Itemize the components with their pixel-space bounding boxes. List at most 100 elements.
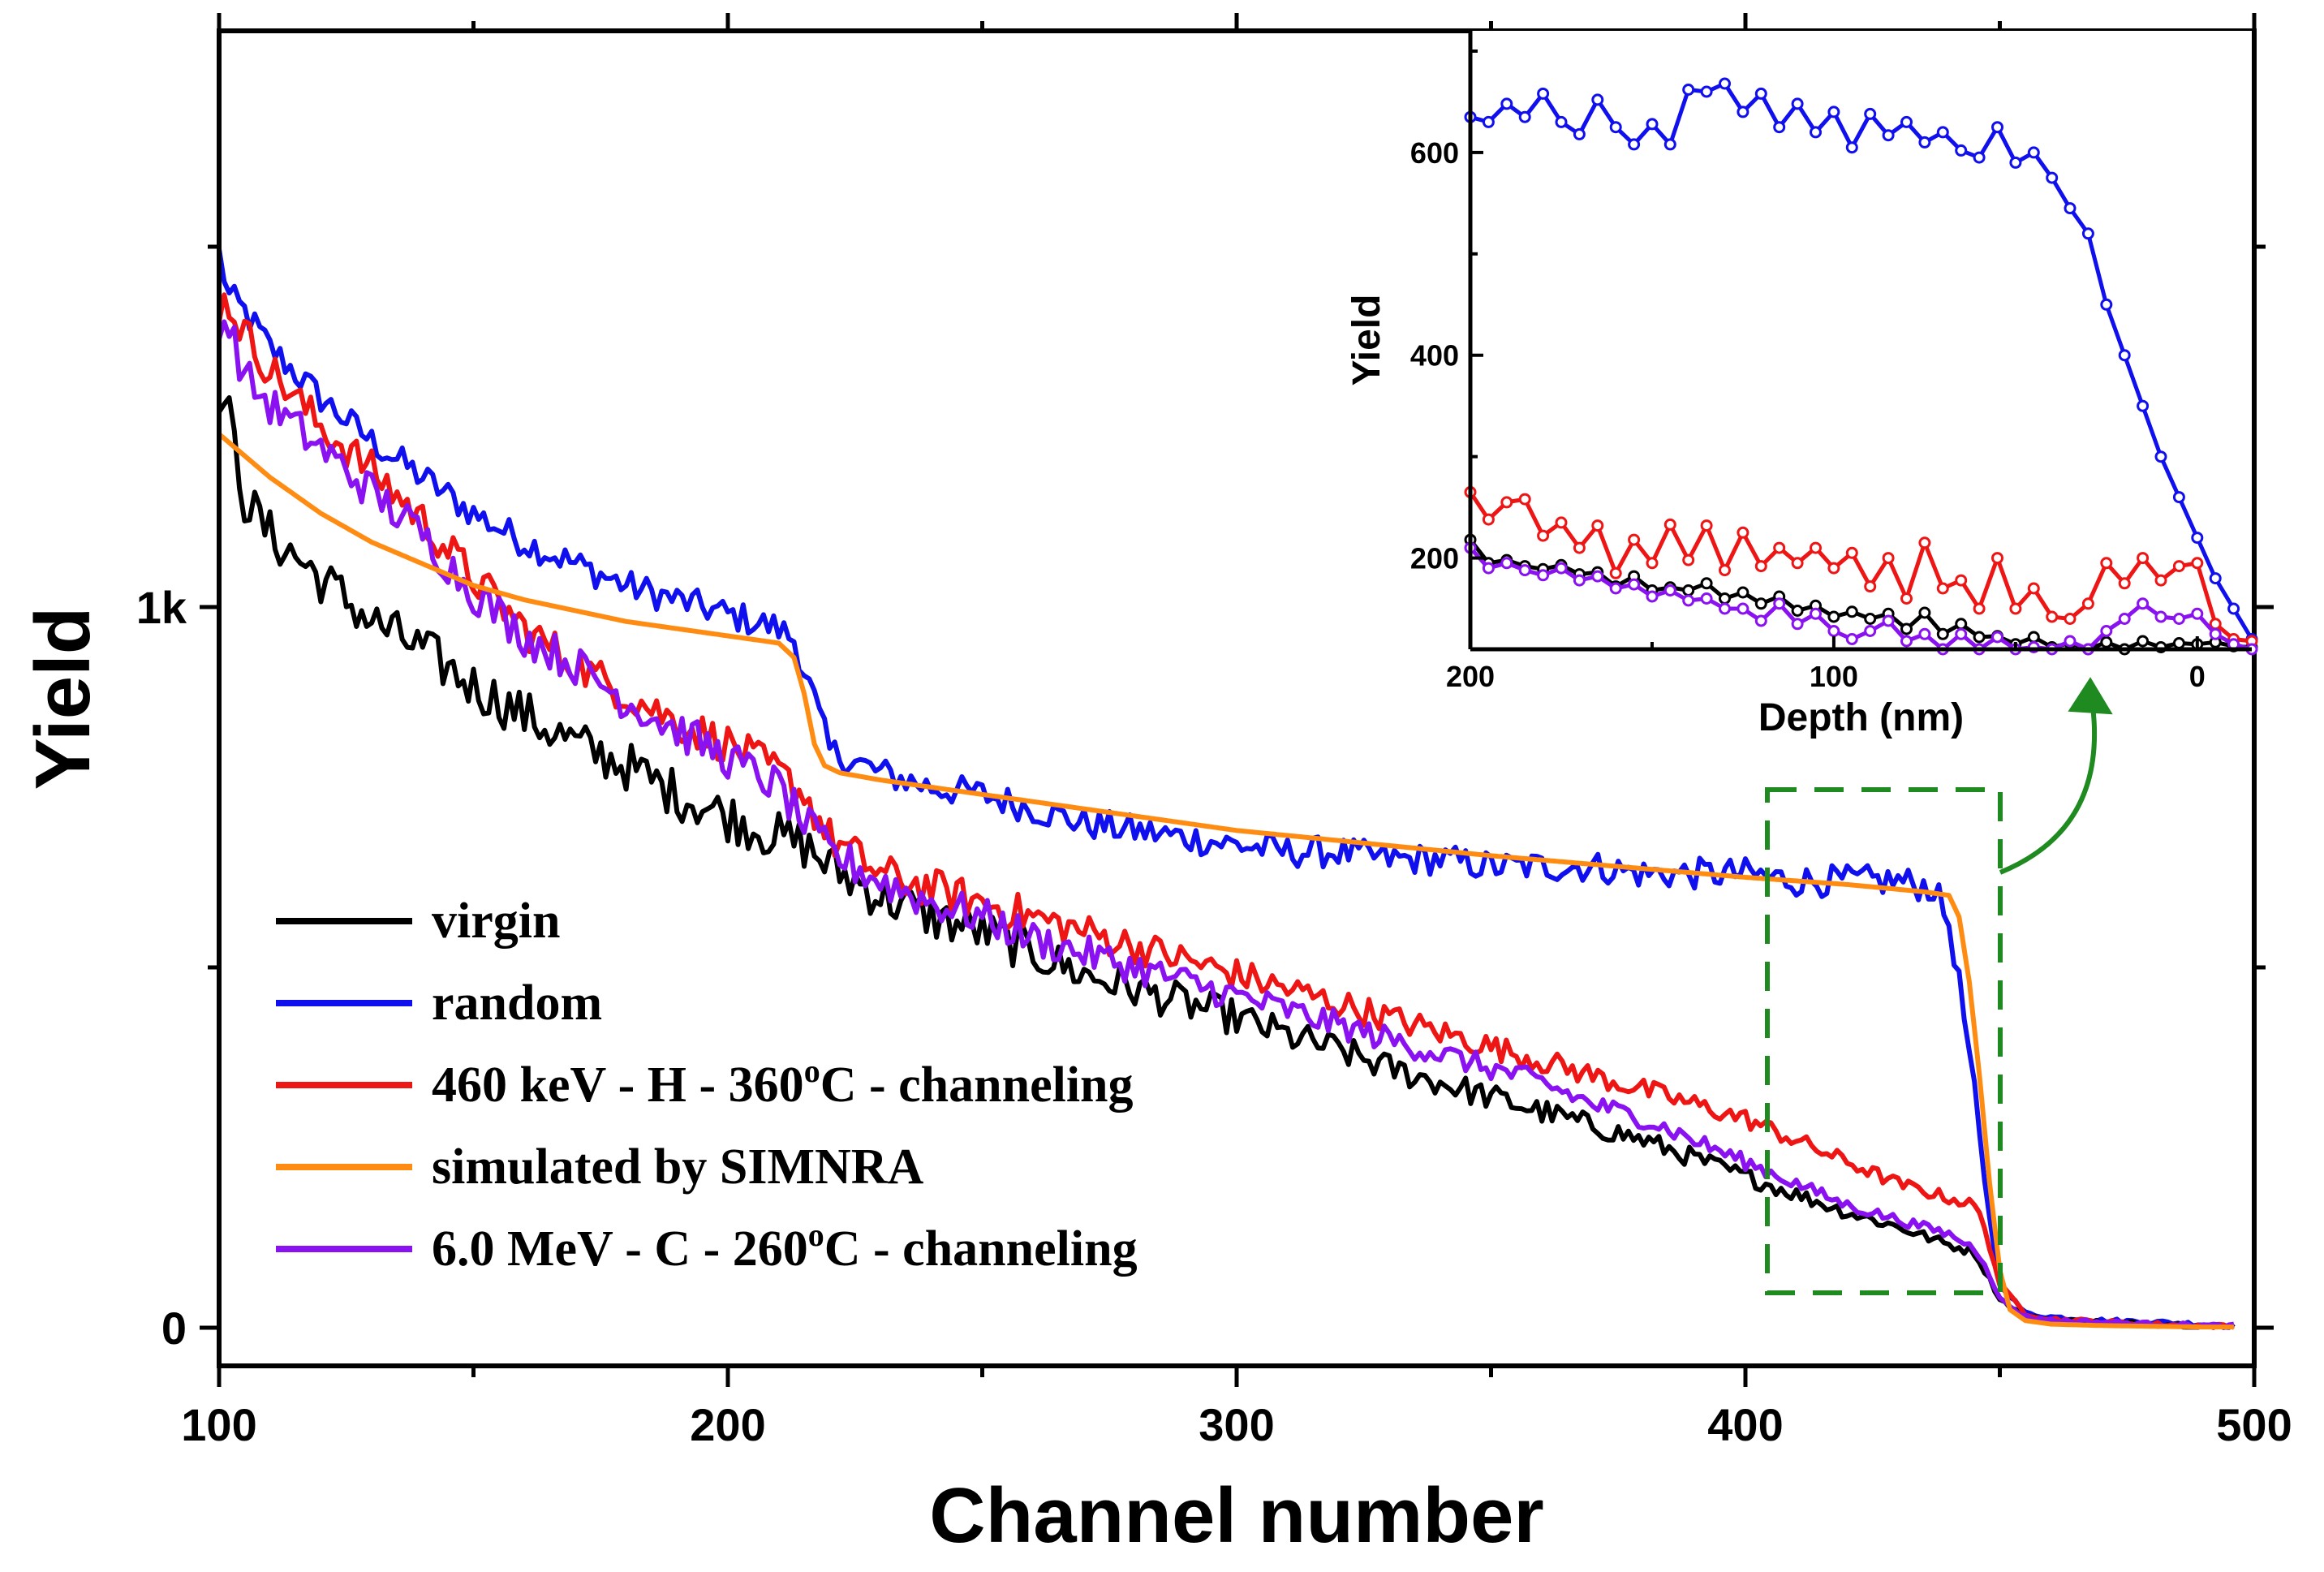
- inset-marker: [1682, 594, 1695, 607]
- inset-marker: [1936, 582, 1949, 595]
- inset-marker: [1864, 625, 1877, 637]
- inset-marker: [1810, 541, 1822, 554]
- inset-marker: [2209, 627, 2222, 640]
- inset-marker: [1555, 516, 1568, 529]
- inset-plot: 200 100 0 200 400 600 Depth (nm) Yield: [1345, 31, 2258, 739]
- inset-marker: [1754, 560, 1767, 573]
- inset-marker: [1482, 513, 1495, 526]
- inset-marker: [1882, 129, 1895, 142]
- inset-marker: [2137, 635, 2150, 648]
- inset-marker: [1609, 582, 1622, 595]
- inset-marker: [1700, 519, 1713, 532]
- inset-marker: [1882, 614, 1895, 627]
- series-line-4: [217, 319, 2235, 1330]
- legend-label-3: simulated by SIMNRA: [432, 1139, 924, 1195]
- inset-marker: [2027, 582, 2040, 595]
- inset-marker: [2100, 557, 2113, 570]
- inset-marker: [1518, 493, 1531, 506]
- inset-marker: [1719, 602, 1731, 615]
- inset-marker: [2027, 631, 2040, 644]
- x-tick-label: 100: [181, 1399, 256, 1450]
- inset-marker: [1737, 526, 1749, 539]
- inset-marker: [1482, 562, 1495, 575]
- zoom-arrow-head: [2068, 677, 2113, 715]
- inset-marker: [1955, 618, 1968, 631]
- inset-marker: [1700, 577, 1713, 590]
- inset-marker: [1827, 106, 1840, 118]
- inset-marker: [1918, 136, 1931, 149]
- y-tick-label: 0: [161, 1303, 187, 1354]
- inset-marker: [1719, 77, 1731, 90]
- inset-marker: [1955, 627, 1968, 640]
- inset-marker: [1936, 126, 1949, 139]
- inset-marker: [1500, 557, 1513, 570]
- inset-marker: [2100, 298, 2113, 311]
- inset-marker: [1573, 541, 1586, 554]
- x-axis-title: Channel number: [929, 1472, 1543, 1559]
- inset-marker: [1737, 106, 1749, 118]
- inset-marker: [1918, 627, 1931, 640]
- inset-marker: [1864, 613, 1877, 625]
- inset-marker: [2081, 597, 2094, 610]
- inset-marker: [2172, 613, 2185, 625]
- inset-marker: [1573, 574, 1586, 587]
- inset-marker: [1573, 127, 1586, 140]
- inset-marker: [2191, 532, 2204, 545]
- inset-marker: [1737, 586, 1749, 599]
- main-plot-axes: 100 200 300 400 500 0 1k Channel number Yield: [19, 13, 2292, 1559]
- inset-marker: [2009, 602, 2022, 615]
- inset-marker: [1646, 118, 1659, 131]
- inset-marker: [2118, 349, 2131, 362]
- inset-marker: [1609, 566, 1622, 579]
- inset-marker: [2154, 610, 2167, 623]
- inset-marker: [1500, 496, 1513, 509]
- inset-marker: [2227, 602, 2240, 615]
- inset-marker: [1864, 107, 1877, 120]
- inset-marker: [1591, 519, 1604, 532]
- series-line-1: [217, 248, 2236, 1330]
- inset-y-tick-label: 200: [1410, 542, 1459, 575]
- inset-marker: [1845, 546, 1858, 559]
- inset-marker: [1845, 141, 1858, 154]
- inset-marker: [1900, 635, 1913, 648]
- inset-marker: [1682, 84, 1695, 96]
- inset-marker: [1737, 602, 1749, 615]
- series-line-0: [217, 395, 2235, 1330]
- zoom-annotation: [1765, 677, 2113, 1295]
- inset-x-tick-label: 100: [1810, 660, 1858, 693]
- inset-marker: [1609, 121, 1622, 134]
- inset-marker: [1754, 614, 1767, 627]
- inset-marker: [1700, 85, 1713, 98]
- inset-marker: [1537, 87, 1550, 100]
- x-tick-label: 500: [2216, 1399, 2292, 1450]
- inset-marker: [2100, 625, 2113, 637]
- inset-marker: [1991, 552, 2003, 565]
- inset-marker: [1900, 115, 1913, 128]
- inset-marker: [1646, 590, 1659, 603]
- legend-label-2: 460 keV - H - 360oC - channeling: [432, 1053, 1134, 1113]
- inset-marker: [2046, 171, 2059, 184]
- x-tick-label: 300: [1199, 1399, 1274, 1450]
- main-plot-series: [217, 248, 2236, 1330]
- inset-marker: [1827, 625, 1840, 637]
- inset-marker: [1827, 562, 1840, 575]
- inset-marker: [1719, 592, 1731, 605]
- inset-marker: [1791, 97, 1804, 110]
- legend-label-rest: C - channeling: [820, 1057, 1134, 1113]
- inset-marker: [1845, 605, 1858, 618]
- inset-marker: [1518, 564, 1531, 577]
- legend-label-4: 6.0 MeV - C - 260oC - channeling: [432, 1217, 1138, 1277]
- inset-marker: [1973, 631, 1986, 644]
- inset-marker: [2154, 574, 2167, 587]
- inset-marker: [2064, 202, 2077, 215]
- inset-marker: [2137, 552, 2150, 565]
- inset-marker: [1591, 93, 1604, 106]
- inset-marker: [2154, 450, 2167, 463]
- inset-marker: [1773, 121, 1786, 134]
- inset-marker: [2172, 491, 2185, 504]
- inset-marker: [1882, 552, 1895, 565]
- inset-marker: [2118, 577, 2131, 590]
- inset-x-tick-label: 0: [2189, 660, 2206, 693]
